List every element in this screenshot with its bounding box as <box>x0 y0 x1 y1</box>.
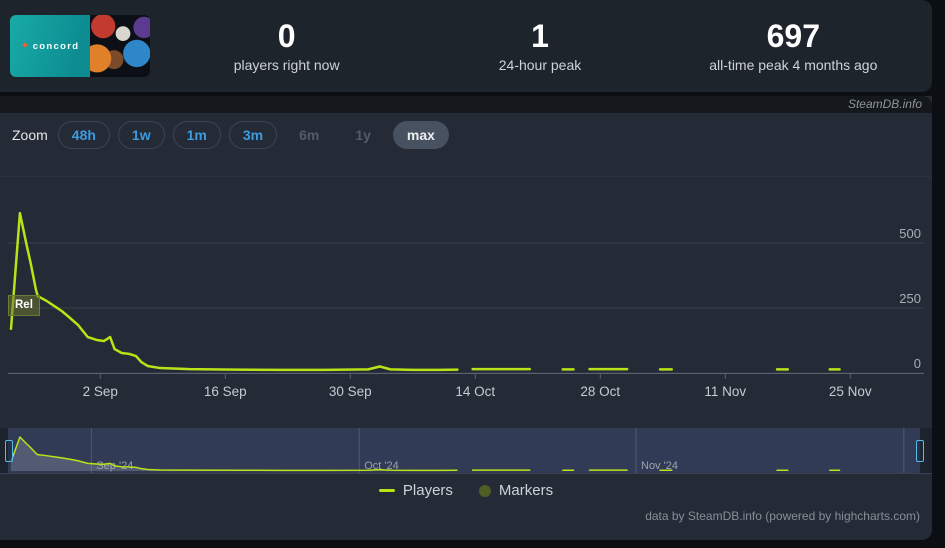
current-players-label: players right now <box>233 56 340 73</box>
markers-circle-swatch <box>478 484 491 497</box>
zoom-button-3m[interactable]: 3m <box>228 121 278 149</box>
players-series-line[interactable] <box>9 211 459 372</box>
x-axis-label: 14 Oct <box>455 384 495 399</box>
legend-item-players[interactable]: Players <box>378 482 453 499</box>
stat-24h-peak: 1 24-hour peak <box>413 0 666 92</box>
stat-current-players: 0 players right now <box>160 0 413 92</box>
24h-peak-label: 24-hour peak <box>498 56 582 73</box>
chart-top-divider <box>0 176 932 177</box>
navigator-series-line <box>10 436 458 472</box>
watermark-bar: SteamDB.info <box>0 96 932 113</box>
zoom-label: Zoom <box>12 127 48 143</box>
main-chart-plot-area[interactable]: 0 250 500 2 Sep 16 Sep 30 Sep 14 Oct 28 Oct 11 N… <box>0 182 932 422</box>
x-axis-label: 28 Oct <box>580 384 620 399</box>
alltime-peak-label: all-time peak 4 months ago <box>709 56 878 73</box>
y-axis-label: 500 <box>899 226 921 241</box>
legend-markers-label: Markers <box>498 482 554 499</box>
navigator-month-label: Oct '24 <box>364 460 399 472</box>
x-axis-label: 16 Sep <box>204 384 247 399</box>
zoom-controls: Zoom 48h 1w 1m 3m 6m 1y max <box>12 121 449 149</box>
x-axis-label: 2 Sep <box>83 384 118 399</box>
navigator-right-handle[interactable] <box>916 440 924 462</box>
legend-players-label: Players <box>402 482 453 499</box>
navigator-axis-line <box>0 473 932 474</box>
highcharts-credits[interactable]: data by SteamDB.info (powered by highcha… <box>645 509 920 523</box>
player-stats: 0 players right now 1 24-hour peak 697 a… <box>160 0 920 92</box>
legend-item-markers[interactable]: Markers <box>478 482 554 499</box>
navigator-left-handle[interactable] <box>5 440 13 462</box>
y-axis-label: 0 <box>914 356 921 371</box>
zoom-button-max[interactable]: max <box>392 121 449 149</box>
zoom-button-1y: 1y <box>355 127 371 143</box>
stat-alltime-peak: 697 all-time peak 4 months ago <box>667 0 920 92</box>
capsule-logo-area: ✦ concord <box>10 15 90 77</box>
concord-logo-text: concord <box>32 40 80 52</box>
players-line-swatch <box>378 489 395 492</box>
players-chart-card: SteamDB.info Zoom 48h 1w 1m 3m 6m 1y max 0 250 5… <box>0 96 932 540</box>
capsule-character-art <box>89 15 150 77</box>
game-capsule-image[interactable]: ✦ concord <box>10 15 150 77</box>
x-axis-label: 25 Nov <box>829 384 872 399</box>
24h-peak-value: 1 <box>531 17 549 54</box>
zoom-button-48h[interactable]: 48h <box>57 121 110 149</box>
game-header: ✦ concord 0 players right now 1 24-hour … <box>0 0 932 92</box>
zoom-button-1m[interactable]: 1m <box>172 121 221 149</box>
zoom-button-6m: 6m <box>299 127 320 143</box>
alltime-peak-value: 697 <box>766 17 821 54</box>
steamdb-watermark: SteamDB.info <box>847 97 922 111</box>
navigator-background <box>0 428 932 473</box>
chart-legend: Players Markers <box>0 482 932 499</box>
concord-logo-star-icon: ✦ <box>20 39 30 52</box>
y-axis-label: 250 <box>899 291 921 306</box>
zoom-button-1w[interactable]: 1w <box>117 121 165 149</box>
x-axis-label: 11 Nov <box>704 384 746 399</box>
navigator-month-label: Nov '24 <box>641 460 678 472</box>
release-flag[interactable]: Rel <box>8 295 40 316</box>
navigator-selected-range[interactable] <box>8 428 920 473</box>
current-players-value: 0 <box>277 17 296 54</box>
x-axis-label: 30 Sep <box>329 384 372 399</box>
navigator-area-fill <box>11 437 458 471</box>
